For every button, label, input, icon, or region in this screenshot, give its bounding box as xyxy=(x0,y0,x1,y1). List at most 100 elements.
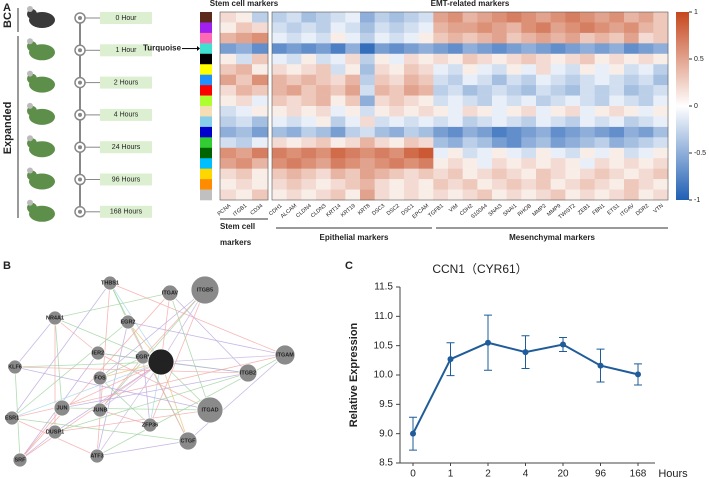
heatmap-cell xyxy=(404,137,419,149)
heatmap-cell xyxy=(404,74,419,86)
heatmap-cell xyxy=(624,106,639,117)
heatmap-cell xyxy=(638,168,654,180)
heatmap-cell xyxy=(624,85,639,96)
heatmap-cell xyxy=(360,12,375,23)
module-color xyxy=(200,12,212,23)
heatmap-cell xyxy=(624,116,639,128)
heatmap-cell xyxy=(316,95,331,107)
heatmap-cell xyxy=(492,53,507,65)
heatmap-cell xyxy=(252,116,269,128)
heatmap-cell xyxy=(286,64,302,75)
column-label: CD34 xyxy=(250,203,265,217)
heatmap-cell xyxy=(389,179,405,190)
heatmap-cell xyxy=(272,95,287,107)
heatmap-cell xyxy=(609,126,625,138)
heatmap-cell xyxy=(536,95,551,107)
heatmap-cell xyxy=(286,53,302,65)
heatmap-cell xyxy=(316,22,331,34)
heatmap-cell xyxy=(536,43,551,55)
heatmap-cell xyxy=(506,74,522,86)
heatmap-cell xyxy=(609,106,625,117)
heatmap-cell xyxy=(448,64,463,75)
heatmap-cell xyxy=(389,137,405,149)
heatmap-cell xyxy=(236,137,253,149)
heatmap-cell xyxy=(236,116,253,128)
network-node xyxy=(238,363,258,383)
heatmap-cell xyxy=(345,32,361,44)
heatmap-cell xyxy=(252,32,269,44)
module-color xyxy=(200,189,212,201)
heatmap-cell xyxy=(404,95,419,107)
heatmap-cell xyxy=(609,189,625,201)
heatmap-cell xyxy=(252,106,269,117)
heatmap-cell xyxy=(565,116,581,128)
heatmap-cell xyxy=(272,64,287,75)
node-label: ITGB5 xyxy=(197,287,213,293)
heatmap-frame xyxy=(219,11,269,201)
heatmap-cell xyxy=(550,64,566,75)
heatmap-cell xyxy=(301,43,317,55)
heatmap-cell xyxy=(286,126,302,138)
edge xyxy=(109,282,162,363)
heatmap-cell xyxy=(448,22,463,34)
heatmap-cell xyxy=(448,43,463,55)
heatmap-cell xyxy=(433,95,449,107)
group-label: Epithelial markers xyxy=(320,233,389,242)
node-label: CYR61 xyxy=(152,359,170,365)
heatmap-cell xyxy=(316,32,331,44)
heatmap-cell xyxy=(550,126,566,138)
heatmap-cell xyxy=(477,22,493,34)
heatmap-cell xyxy=(550,22,566,34)
heatmap-cell xyxy=(594,85,610,96)
heatmap-cell xyxy=(316,12,331,23)
heatmap-cell xyxy=(433,85,449,96)
x-tick-label: 4 xyxy=(523,469,529,478)
heatmap-cell xyxy=(316,53,331,65)
heatmap-cell xyxy=(301,137,317,149)
heatmap-cell xyxy=(580,158,595,169)
heatmap-cell xyxy=(506,189,522,201)
x-axis-label: Hours xyxy=(658,468,688,478)
heatmap-cell xyxy=(360,147,375,159)
heatmap-cell xyxy=(536,64,551,75)
edge xyxy=(109,282,286,356)
network-node xyxy=(7,359,23,375)
heatmap-cell xyxy=(374,158,390,169)
heatmap-cell xyxy=(477,12,493,23)
network-node xyxy=(92,402,108,418)
heatmap-cell xyxy=(345,85,361,96)
heatmap-cell xyxy=(609,147,625,159)
heatmap-cell xyxy=(580,168,595,180)
heatmap-cell xyxy=(286,106,302,117)
heatmap-cell xyxy=(316,106,331,117)
column-label: ETS1 xyxy=(606,203,620,216)
edge xyxy=(14,366,249,374)
heatmap-cell xyxy=(330,43,346,55)
heatmap-cell xyxy=(301,53,317,65)
heatmap-cell xyxy=(236,95,253,107)
module-color xyxy=(200,168,212,180)
heatmap-cell xyxy=(594,147,610,159)
heatmap-cell xyxy=(609,32,625,44)
heatmap-cell xyxy=(272,12,287,23)
heatmap-cell xyxy=(653,85,669,96)
edge xyxy=(142,289,206,358)
heatmap-cell xyxy=(418,106,434,117)
heatmap-title: Stem cell markers xyxy=(210,0,279,8)
heatmap-cell xyxy=(236,12,253,23)
heatmap-cell xyxy=(638,43,654,55)
heatmap-cell xyxy=(360,85,375,96)
edge xyxy=(99,409,151,426)
heatmap-cell xyxy=(236,64,253,75)
heatmap-subtitle: EMT-related markers xyxy=(431,0,510,8)
edge xyxy=(54,361,162,433)
heatmap-cell xyxy=(462,32,478,44)
heatmap-cell xyxy=(565,189,581,201)
node-label: DUSP1 xyxy=(46,429,64,435)
heatmap-cell xyxy=(220,85,237,96)
heatmap-cell xyxy=(550,137,566,149)
heatmap-cell xyxy=(374,147,390,159)
heatmap-cell xyxy=(252,12,269,23)
heatmap-cell xyxy=(653,12,669,23)
heatmap-cell xyxy=(521,189,537,201)
